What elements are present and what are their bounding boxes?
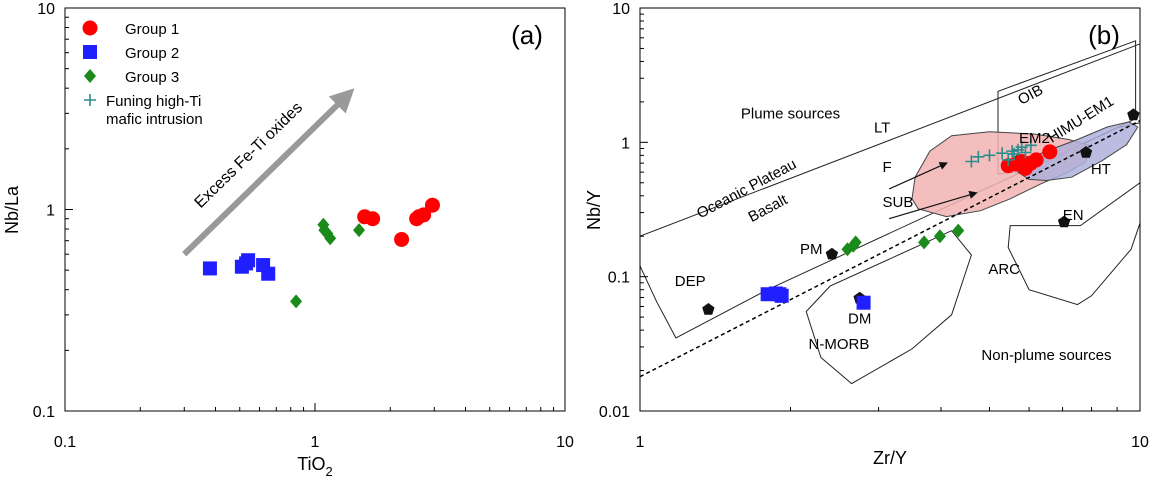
y-tick-label: 0.1	[33, 404, 55, 421]
panel-b-xlabel: Zr/Y	[873, 448, 907, 468]
data-point	[918, 235, 931, 250]
panel-b-ticks: 1 10 0.01 0.1 1 10	[599, 1, 1149, 451]
region-label: EN	[1063, 207, 1084, 224]
panel-a-data	[202, 197, 440, 309]
y-tick-label: 1	[46, 203, 55, 220]
data-point	[1002, 153, 1015, 166]
panel-a-ticks: 0.1 1 10 0.1 1 10	[33, 1, 574, 451]
y-tick-label: 1	[621, 135, 630, 152]
panel-b-ylabel: Nb/Y	[584, 190, 604, 230]
y-tick-label: 0.01	[599, 404, 630, 421]
data-point	[1017, 160, 1033, 176]
data-point	[983, 149, 996, 162]
panel-a-label: (a)	[511, 20, 543, 50]
x-tick-label: 10	[1131, 434, 1149, 451]
reference-point	[825, 247, 839, 260]
region-label: F	[882, 159, 891, 176]
data-point	[1019, 146, 1032, 159]
data-point	[1006, 145, 1019, 158]
panel-a-xlabel-subscript: 2	[326, 464, 333, 477]
data-point	[365, 211, 381, 227]
legend-label: Group 3	[125, 69, 179, 86]
legend-label: mafic intrusion	[106, 111, 203, 128]
region-label: LT	[874, 120, 890, 137]
data-point	[972, 150, 985, 163]
reference-point	[702, 303, 715, 315]
data-point	[996, 147, 1009, 160]
data-point	[856, 295, 871, 310]
y-tick-label: 0.1	[608, 270, 630, 287]
panel-a-xlabel-main: TiO	[297, 454, 325, 474]
data-point	[1042, 144, 1058, 160]
legend-marker	[83, 45, 97, 59]
panel-a-ylabel: Nb/La	[2, 185, 22, 234]
panel-b-frame	[639, 7, 1141, 412]
data-point	[965, 155, 978, 168]
region-label: OIB	[1015, 82, 1046, 109]
legend-marker	[84, 94, 96, 106]
region-label: EM2	[1019, 130, 1050, 147]
region-label: PM	[800, 241, 823, 258]
dashed-trend-line	[640, 119, 1140, 378]
data-point	[424, 197, 440, 213]
data-point	[353, 223, 366, 238]
data-point	[1024, 139, 1037, 152]
panel-b-data	[760, 139, 1058, 310]
legend-marker	[82, 20, 98, 36]
field-outline	[1007, 182, 1140, 306]
x-tick-label: 0.1	[54, 434, 76, 451]
region-label: DEP	[675, 273, 706, 290]
region-label: DM	[848, 310, 871, 327]
y-tick-label: 10	[37, 1, 55, 18]
data-point	[952, 223, 965, 238]
panel-a-legend: Group 1 Group 2 Group 3 Funing high-Timafic…	[82, 20, 203, 128]
data-point	[849, 235, 862, 250]
field-outline	[640, 43, 1140, 339]
panel-b-label: (b)	[1088, 20, 1120, 50]
trend-arrow	[888, 190, 978, 220]
region-label: HT	[1091, 161, 1111, 178]
trend-arrow	[888, 162, 948, 190]
x-tick-label: 10	[556, 434, 574, 451]
region-label: ARC	[988, 261, 1020, 278]
data-point	[324, 231, 337, 246]
legend-label: Group 1	[125, 21, 179, 38]
data-point	[394, 231, 410, 247]
reference-point	[1057, 215, 1071, 228]
region-label: SUB	[883, 194, 914, 211]
y-tick-label: 10	[612, 1, 630, 18]
data-point	[261, 266, 276, 281]
x-tick-label: 1	[311, 434, 320, 451]
legend-marker	[84, 69, 96, 83]
panel-b-reference-lines	[640, 119, 1140, 378]
region-label: Basalt	[746, 191, 792, 226]
data-point	[933, 229, 946, 244]
data-point	[202, 261, 217, 276]
reference-point	[1079, 146, 1093, 158]
data-point	[1008, 147, 1021, 160]
region-label: Plume sources	[741, 106, 840, 123]
panel-a-xlabel: TiO2	[297, 454, 333, 477]
region-label: Non-plume sources	[981, 347, 1111, 364]
data-point	[411, 209, 427, 225]
data-point	[772, 287, 787, 302]
trend-arrow	[182, 88, 355, 257]
reference-point	[1127, 108, 1140, 121]
x-tick-label: 1	[636, 434, 645, 451]
legend-label: Funing high-Ti	[106, 93, 201, 110]
legend-label: Group 2	[125, 45, 179, 62]
data-point	[239, 256, 254, 271]
field-outline	[805, 230, 972, 385]
data-point	[1028, 152, 1044, 168]
data-point	[290, 294, 303, 309]
region-label: N-MORB	[809, 336, 870, 353]
